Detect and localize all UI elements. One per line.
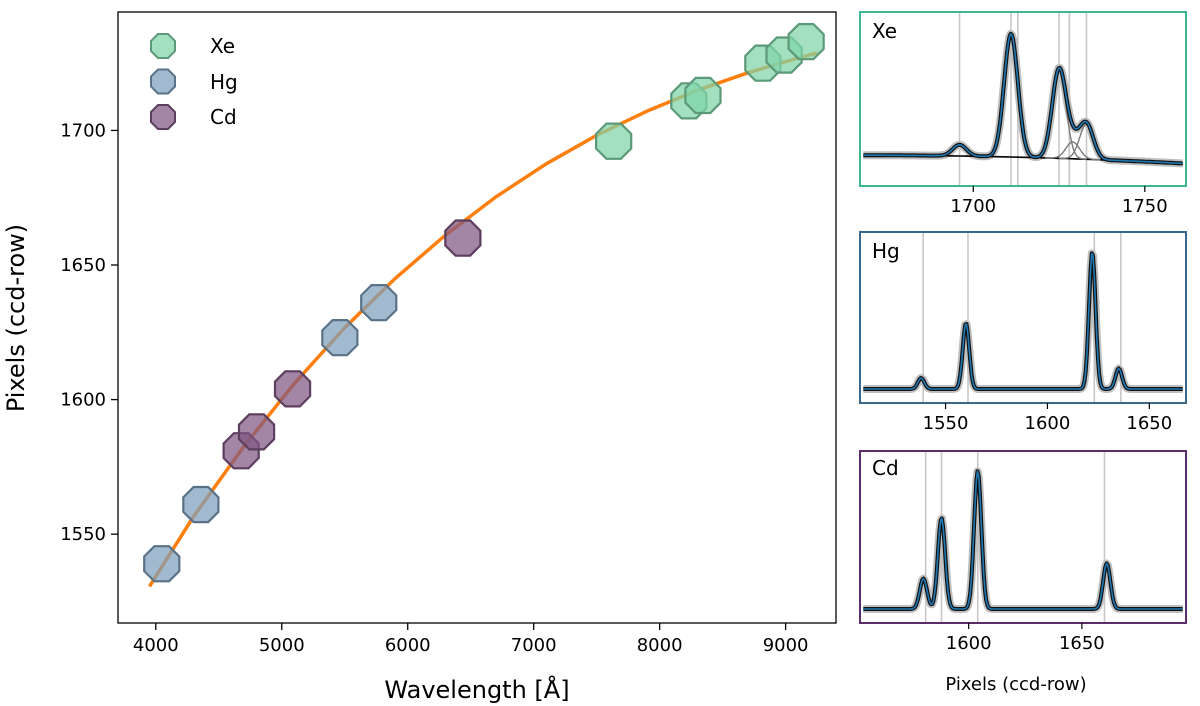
legend-marker-cd: [150, 104, 176, 130]
spectrum-line: [863, 33, 1183, 165]
x-tick-label: 9000: [763, 635, 809, 656]
xe-spectrum-panel: Xe 1700 1750: [859, 11, 1187, 217]
calibration-points: [143, 23, 825, 583]
y-axis-label: Pixels (ccd-row): [2, 224, 30, 412]
hg-panel-label: Hg: [872, 239, 900, 263]
xe-panel-label: Xe: [872, 19, 897, 43]
spectrum-uncertainty-band: [860, 249, 1186, 393]
inset-frame: [859, 11, 1187, 187]
x-tick-label: 7000: [511, 635, 557, 656]
x-axis-label: Wavelength [Å]: [384, 675, 569, 704]
point-cd: [273, 370, 312, 408]
point-hg: [182, 485, 220, 524]
inset-x-tick-label: 1650: [1126, 413, 1172, 434]
point-cd: [237, 413, 276, 451]
y-tick-label: 1550: [60, 524, 106, 545]
fit-curve: [148, 51, 818, 588]
x-tick-label: 6000: [385, 635, 431, 656]
point-xe: [787, 23, 825, 61]
legend: Xe Hg Cd: [150, 33, 238, 130]
model-fit-line: [862, 251, 1184, 391]
point-cd: [444, 219, 482, 257]
cd-panel-label: Cd: [872, 456, 899, 480]
main-axis-ticks: 4000 5000 6000 7000 8000 9000 1550 1600 1650 1700: [60, 120, 808, 656]
inset-x-tick-label: 1700: [950, 196, 996, 217]
point-hg: [360, 284, 398, 322]
point-xe: [594, 122, 633, 160]
model-fit-line: [862, 469, 1184, 611]
point-hg: [143, 545, 181, 583]
y-tick-label: 1600: [60, 390, 106, 411]
inset-x-tick-label: 1650: [1059, 633, 1105, 654]
legend-label-xe: Xe: [210, 34, 235, 58]
point-hg: [321, 319, 359, 357]
insets-x-axis-label: Pixels (ccd-row): [945, 674, 1086, 695]
cd-spectrum-panel: Cd Pixels (ccd-row) 1600 1650: [859, 450, 1187, 695]
inset-x-tick-label: 1600: [1025, 413, 1071, 434]
x-tick-label: 8000: [637, 635, 683, 656]
inset-x-tick-label: 1600: [946, 633, 992, 654]
spectrum-line: [863, 252, 1183, 390]
wavelength-solution-plot: 4000 5000 6000 7000 8000 9000 1550 1600 1650 1700…: [2, 11, 837, 704]
x-tick-label: 5000: [259, 635, 305, 656]
spectrum-line: [863, 470, 1183, 610]
y-tick-label: 1700: [60, 120, 106, 141]
spectrum-uncertainty-band: [860, 29, 1186, 168]
legend-marker-hg: [150, 68, 176, 95]
legend-label-cd: Cd: [210, 105, 237, 129]
inset-x-tick-label: 1750: [1122, 196, 1168, 217]
legend-marker-xe: [150, 33, 176, 59]
x-tick-label: 4000: [133, 635, 179, 656]
spectrum-uncertainty-band: [860, 467, 1186, 613]
point-xe: [684, 76, 722, 115]
y-tick-label: 1650: [60, 255, 106, 276]
main-plot-frame: [117, 11, 837, 624]
legend-label-hg: Hg: [210, 70, 238, 94]
hg-spectrum-panel: Hg 1550 1600 1650: [859, 231, 1187, 434]
gaussian-component: [1045, 141, 1101, 161]
inset-frame: [859, 450, 1187, 624]
inset-x-tick-label: 1550: [923, 413, 969, 434]
inset-frame: [859, 231, 1187, 404]
